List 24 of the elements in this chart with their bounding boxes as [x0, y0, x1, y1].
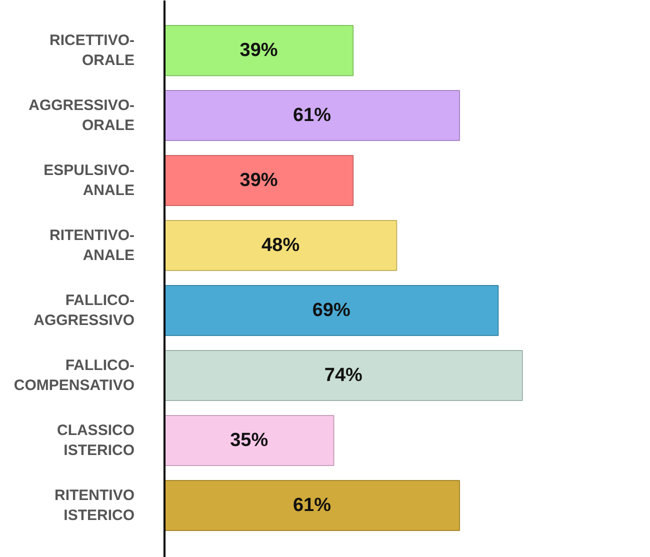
y-tick-label: CLASSICO ISTERICO [56, 422, 135, 460]
bar [164, 90, 460, 142]
data-label: 48% [262, 235, 300, 256]
data-label: 39% [240, 170, 278, 192]
bar [164, 285, 499, 336]
y-tick-label: FALLICO- COMPENSATIVO [14, 356, 135, 394]
bar [164, 155, 354, 206]
y-tick-label: AGGRESSIVO- ORALE [28, 96, 135, 134]
bar [164, 350, 523, 402]
y-tick-label: FALLICO- AGGRESSIVO [34, 292, 135, 330]
data-label: 39% [240, 40, 278, 62]
data-label: 69% [312, 300, 350, 322]
data-label: 61% [292, 495, 332, 516]
bar [164, 220, 398, 272]
bar [164, 480, 460, 532]
data-label: 74% [324, 365, 363, 386]
y-tick-label: ESPULSIVO- ANALE [44, 162, 135, 200]
y-tick-label: RITENTIVO- ANALE [50, 226, 135, 264]
data-label: 61% [292, 105, 332, 126]
bar [164, 25, 354, 76]
y-tick-label: RICETTIVO- ORALE [50, 32, 135, 70]
bar [164, 414, 334, 466]
y-tick-label: RITENTIVO ISTERICO [54, 486, 135, 524]
data-label: 35% [230, 430, 268, 452]
